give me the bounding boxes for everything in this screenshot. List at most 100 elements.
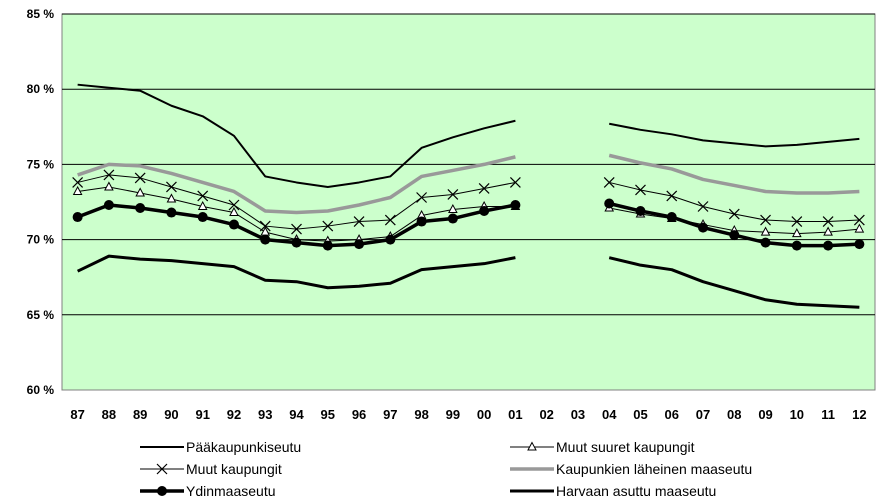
data-point (448, 203, 458, 214)
x-tick-label: 99 (446, 407, 460, 422)
data-point (322, 220, 334, 232)
data-point (791, 228, 802, 238)
series-3 (72, 169, 865, 235)
data-point (197, 200, 208, 211)
x-tick-label: 94 (289, 407, 304, 422)
data-point (135, 203, 146, 214)
x-tick-label: 08 (727, 407, 741, 422)
data-point (166, 181, 177, 193)
y-tick-label: 85 % (27, 7, 55, 21)
data-point (854, 239, 865, 250)
data-point (666, 212, 677, 223)
data-point (760, 226, 771, 236)
data-point (104, 181, 114, 191)
data-point (728, 208, 740, 220)
x-tick-label: 01 (508, 407, 522, 422)
x-tick-label: 11 (821, 407, 835, 422)
data-point (635, 206, 646, 217)
series-group (72, 83, 865, 309)
data-point (760, 237, 771, 248)
x-tick-label: 92 (227, 407, 241, 422)
data-point (791, 216, 803, 227)
data-point (228, 199, 240, 211)
data-point (635, 184, 646, 196)
data-point (260, 234, 271, 245)
series-line (77, 155, 516, 215)
data-point (259, 220, 271, 232)
x-tick-label: 09 (758, 407, 772, 422)
data-point (229, 206, 239, 217)
data-point (760, 214, 771, 226)
legend-item: Pääkaupunkiseutu (140, 439, 301, 455)
data-point (134, 172, 146, 184)
data-point (729, 230, 740, 241)
x-tick-label: 02 (539, 407, 553, 422)
gridlines (62, 13, 875, 316)
x-tick-label: 06 (665, 407, 679, 422)
data-point (322, 240, 333, 251)
data-point (416, 192, 428, 203)
series-1 (77, 83, 860, 188)
data-point (479, 206, 490, 217)
x-tick-label: 90 (164, 407, 178, 422)
legend: Pääkaupunkiseutu Muut suuret kaupungit Muu… (140, 439, 752, 499)
data-point (447, 213, 458, 224)
legend-marker (156, 463, 168, 475)
data-point (291, 237, 302, 248)
legend-item: Muut kaupungit (140, 461, 282, 477)
data-point (197, 190, 209, 202)
data-point (166, 193, 177, 203)
y-tick-label: 75 % (27, 157, 55, 171)
y-axis-ticks: 60 % 65 % 70 % 75 % 80 % 85 % (27, 7, 55, 397)
data-point (72, 212, 83, 223)
plot-area (61, 13, 876, 391)
x-tick-label: 87 (70, 407, 84, 422)
legend-label: Pääkaupunkiseutu (186, 439, 301, 455)
data-point (447, 189, 459, 200)
data-point (510, 200, 521, 211)
legend-item: Muut suuret kaupungit (510, 439, 695, 455)
data-point (791, 240, 802, 251)
data-point (666, 190, 678, 202)
data-point (135, 187, 146, 197)
series-6 (76, 254, 860, 309)
x-tick-label: 05 (633, 407, 647, 422)
x-tick-label: 10 (790, 407, 804, 422)
data-point (385, 234, 396, 245)
data-point (353, 216, 365, 227)
data-point (604, 198, 615, 209)
series-line (608, 256, 860, 309)
x-tick-label: 93 (258, 407, 272, 422)
data-point (416, 216, 427, 227)
series-line (609, 122, 860, 148)
legend-item: Harvaan asuttu maaseutu (510, 483, 716, 499)
data-point (166, 207, 177, 218)
legend-marker (527, 441, 537, 451)
legend-label: Harvaan asuttu maaseutu (556, 483, 716, 499)
data-point (822, 216, 834, 227)
data-point (823, 226, 833, 236)
data-point (291, 223, 302, 235)
x-tick-label: 00 (477, 407, 491, 422)
y-tick-label: 80 % (27, 82, 55, 96)
x-tick-label: 96 (352, 407, 366, 422)
x-tick-label: 95 (321, 407, 335, 422)
legend-label: Ydinmaaseutu (186, 483, 276, 499)
data-point (853, 214, 865, 226)
data-point (354, 239, 365, 250)
data-point (72, 177, 84, 188)
x-tick-label: 04 (602, 407, 617, 422)
data-point (697, 201, 709, 212)
series-line (76, 254, 516, 290)
legend-item: Ydinmaaseutu (140, 483, 276, 499)
x-tick-label: 91 (195, 407, 209, 422)
series-line (77, 83, 516, 188)
data-point (509, 177, 521, 188)
legend-marker (157, 486, 167, 496)
y-tick-label: 60 % (27, 383, 55, 397)
x-tick-label: 98 (414, 407, 428, 422)
x-tick-label: 03 (571, 407, 585, 422)
data-point (854, 223, 865, 233)
series-line (608, 153, 860, 195)
data-point (384, 214, 396, 226)
